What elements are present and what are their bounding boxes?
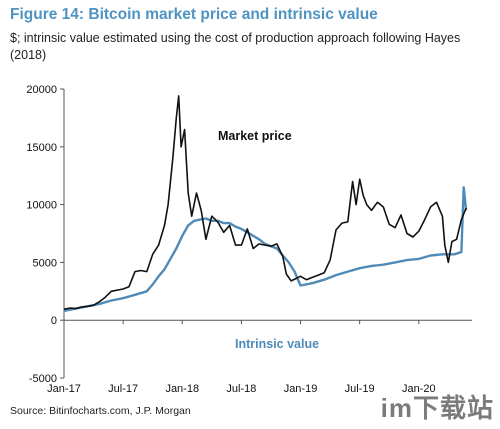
x-tick-label: Jul-17 — [108, 383, 138, 395]
annotation-intrinsic-value: Intrinsic value — [235, 337, 319, 351]
figure-subtitle: $; intrinsic value estimated using the c… — [10, 31, 461, 62]
series-line-intrinsic-value — [63, 186, 468, 313]
y-tick-label: 20000 — [26, 84, 57, 96]
x-tick-label: Jan-20 — [402, 383, 436, 395]
y-tick-label: 0 — [51, 315, 57, 327]
series-lines — [63, 95, 468, 313]
y-tick-label: 10000 — [26, 200, 57, 212]
y-tick-label: 15000 — [26, 142, 57, 154]
y-tick-label: 5000 — [33, 257, 57, 269]
ticks: -5000 0 5000 10000 15000 20000 Jan-17 Jul-17 Jan… — [26, 84, 435, 395]
annotation-market-price: Market price — [218, 129, 292, 143]
annotations: Market price Intrinsic value — [218, 129, 319, 351]
x-tick-label: Jan-17 — [47, 383, 81, 395]
x-tick-label: Jan-18 — [165, 383, 199, 395]
y-tick-label: -5000 — [29, 373, 57, 385]
x-tick-label: Jul-18 — [226, 383, 256, 395]
figure-title: Figure 14: Bitcoin market price and intr… — [10, 6, 378, 23]
axes — [63, 89, 472, 378]
x-tick-label: Jan-19 — [284, 383, 318, 395]
figure-source: Source: Bitinfocharts.com, J.P. Morgan — [10, 405, 191, 417]
series-line-market-price — [63, 95, 467, 310]
watermark: im下载站 — [380, 393, 494, 423]
x-tick-label: Jul-19 — [345, 383, 375, 395]
